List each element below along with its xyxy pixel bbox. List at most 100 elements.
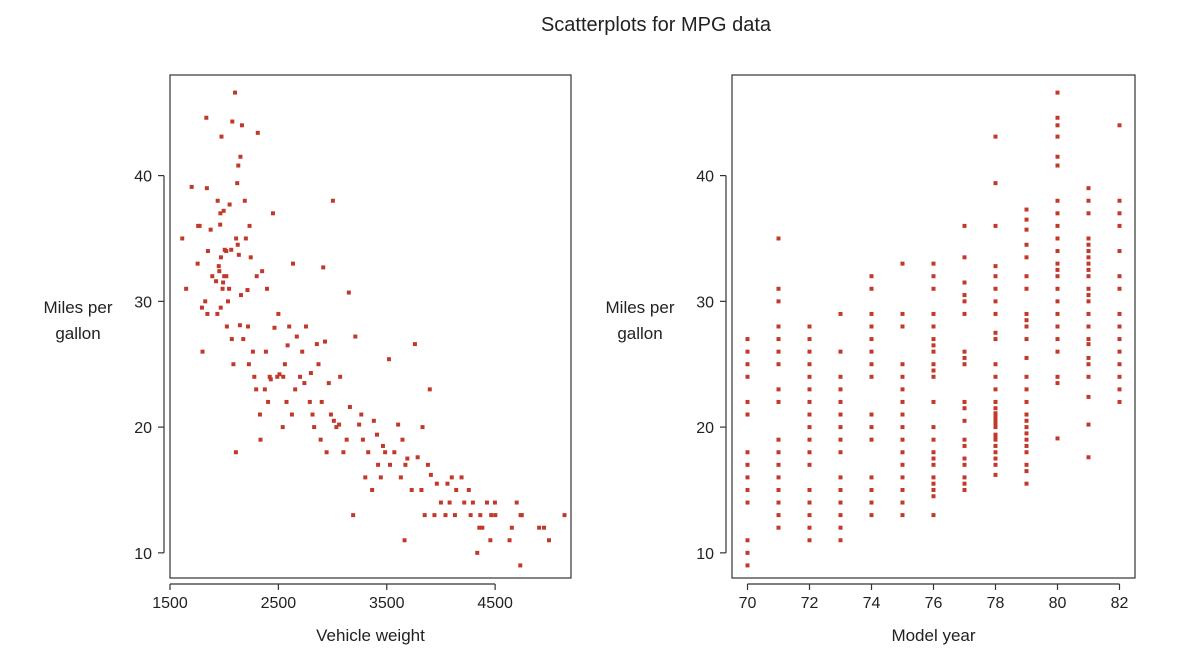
y-tick-label: 40 bbox=[134, 169, 152, 186]
data-point bbox=[347, 404, 352, 409]
data-point bbox=[445, 481, 450, 486]
data-point bbox=[931, 286, 936, 291]
data-point bbox=[1055, 381, 1060, 386]
data-point bbox=[507, 538, 512, 543]
data-point bbox=[993, 330, 998, 335]
data-point bbox=[422, 513, 427, 518]
data-point bbox=[931, 437, 936, 442]
data-point bbox=[993, 362, 998, 367]
data-point bbox=[427, 387, 432, 392]
y-tick-label: 30 bbox=[696, 294, 714, 311]
data-point bbox=[1024, 469, 1029, 474]
data-point bbox=[1024, 387, 1029, 392]
data-point bbox=[745, 550, 750, 555]
data-point bbox=[276, 311, 281, 316]
data-point bbox=[962, 406, 967, 411]
data-point bbox=[993, 134, 998, 139]
y-tick-label: 10 bbox=[134, 546, 152, 563]
data-point bbox=[745, 374, 750, 379]
data-point bbox=[869, 374, 874, 379]
data-point bbox=[1055, 349, 1060, 354]
data-point bbox=[438, 500, 443, 505]
data-point bbox=[993, 415, 998, 420]
data-point bbox=[412, 342, 417, 347]
data-point bbox=[962, 462, 967, 467]
data-point bbox=[776, 349, 781, 354]
data-point bbox=[900, 324, 905, 329]
data-point bbox=[838, 399, 843, 404]
data-point bbox=[931, 494, 936, 499]
x-tick-label: 3500 bbox=[369, 595, 405, 612]
data-point bbox=[807, 450, 812, 455]
data-point bbox=[900, 311, 905, 316]
data-point bbox=[489, 513, 494, 518]
x-tick-label: 1500 bbox=[152, 595, 188, 612]
data-point bbox=[776, 236, 781, 241]
data-point bbox=[931, 362, 936, 367]
data-point bbox=[199, 305, 204, 310]
data-point bbox=[1055, 90, 1060, 95]
data-point bbox=[233, 90, 238, 95]
data-point bbox=[1086, 242, 1091, 247]
data-point bbox=[205, 311, 210, 316]
y-axis-label: gallon bbox=[55, 324, 100, 343]
data-point bbox=[1055, 223, 1060, 228]
data-point bbox=[869, 324, 874, 329]
data-point bbox=[454, 487, 459, 492]
data-point bbox=[322, 339, 327, 344]
data-point bbox=[562, 513, 567, 518]
data-point bbox=[900, 462, 905, 467]
data-point bbox=[776, 286, 781, 291]
data-point bbox=[900, 374, 905, 379]
data-point bbox=[1055, 249, 1060, 254]
data-point bbox=[1086, 261, 1091, 266]
data-point bbox=[838, 387, 843, 392]
data-point bbox=[1055, 274, 1060, 279]
data-point bbox=[1055, 311, 1060, 316]
data-point bbox=[264, 286, 269, 291]
data-point bbox=[962, 255, 967, 260]
data-point bbox=[215, 311, 220, 316]
data-point bbox=[931, 337, 936, 342]
data-point bbox=[962, 293, 967, 298]
data-point bbox=[1055, 374, 1060, 379]
data-point bbox=[203, 299, 208, 304]
data-point bbox=[328, 412, 333, 417]
data-point bbox=[1117, 349, 1122, 354]
data-point bbox=[776, 487, 781, 492]
data-point bbox=[838, 525, 843, 530]
data-point bbox=[300, 349, 305, 354]
data-point bbox=[838, 538, 843, 543]
data-point bbox=[291, 261, 296, 266]
data-point bbox=[287, 324, 292, 329]
y-tick-label: 30 bbox=[134, 294, 152, 311]
data-point bbox=[993, 406, 998, 411]
data-point bbox=[807, 462, 812, 467]
data-point bbox=[275, 374, 280, 379]
data-point bbox=[514, 500, 519, 505]
data-point bbox=[180, 236, 185, 241]
data-point bbox=[289, 412, 294, 417]
data-point bbox=[1086, 249, 1091, 254]
data-point bbox=[869, 425, 874, 430]
data-point bbox=[869, 500, 874, 505]
data-point bbox=[993, 286, 998, 291]
data-point bbox=[962, 437, 967, 442]
data-point bbox=[1055, 267, 1060, 272]
data-point bbox=[314, 342, 319, 347]
data-point bbox=[900, 487, 905, 492]
data-point bbox=[326, 381, 331, 386]
data-point bbox=[318, 437, 323, 442]
data-point bbox=[1055, 154, 1060, 159]
data-point bbox=[900, 412, 905, 417]
data-point bbox=[776, 387, 781, 392]
data-point bbox=[243, 236, 248, 241]
data-point bbox=[869, 362, 874, 367]
data-point bbox=[993, 387, 998, 392]
data-point bbox=[1086, 337, 1091, 342]
data-point bbox=[214, 279, 219, 284]
data-point bbox=[546, 538, 551, 543]
data-point bbox=[477, 525, 482, 530]
data-point bbox=[993, 374, 998, 379]
data-point bbox=[1024, 412, 1029, 417]
